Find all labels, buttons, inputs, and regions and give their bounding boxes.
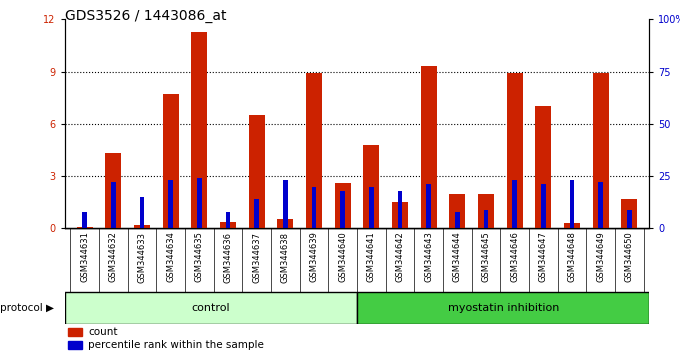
- Bar: [564, 223, 580, 228]
- Bar: [134, 225, 150, 228]
- Text: GSM344646: GSM344646: [510, 232, 519, 282]
- Bar: [254, 199, 259, 228]
- Text: GSM344631: GSM344631: [80, 232, 89, 282]
- Text: GSM344648: GSM344648: [568, 232, 577, 282]
- Text: GSM344632: GSM344632: [109, 232, 118, 282]
- Bar: [513, 180, 517, 228]
- Text: GSM344638: GSM344638: [281, 232, 290, 282]
- Bar: [363, 145, 379, 228]
- Text: GSM344633: GSM344633: [137, 232, 146, 282]
- Bar: [357, 292, 649, 324]
- Bar: [67, 341, 82, 349]
- Text: GSM344636: GSM344636: [224, 232, 233, 282]
- Bar: [65, 292, 357, 324]
- Bar: [111, 182, 116, 228]
- Bar: [455, 212, 460, 228]
- Text: GSM344649: GSM344649: [596, 232, 605, 282]
- Bar: [249, 115, 265, 228]
- Bar: [306, 73, 322, 228]
- Text: GSM344641: GSM344641: [367, 232, 376, 282]
- Text: GSM344643: GSM344643: [424, 232, 433, 282]
- Bar: [163, 94, 179, 228]
- Bar: [449, 194, 465, 228]
- Text: GSM344647: GSM344647: [539, 232, 548, 282]
- Text: control: control: [192, 303, 230, 313]
- Bar: [335, 183, 351, 228]
- Text: GSM344635: GSM344635: [195, 232, 204, 282]
- Text: GSM344650: GSM344650: [625, 232, 634, 282]
- Text: GSM344634: GSM344634: [166, 232, 175, 282]
- Bar: [507, 73, 522, 228]
- Bar: [398, 191, 402, 228]
- Bar: [192, 32, 207, 228]
- Bar: [392, 202, 408, 228]
- Bar: [622, 199, 637, 228]
- Bar: [226, 212, 231, 228]
- Text: myostatin inhibition: myostatin inhibition: [447, 303, 559, 313]
- Bar: [341, 191, 345, 228]
- Bar: [67, 327, 82, 336]
- Text: percentile rank within the sample: percentile rank within the sample: [88, 340, 264, 350]
- Bar: [369, 187, 373, 228]
- Text: GSM344637: GSM344637: [252, 232, 261, 282]
- Text: count: count: [88, 327, 118, 337]
- Bar: [483, 210, 488, 228]
- Bar: [220, 222, 236, 228]
- Bar: [82, 212, 87, 228]
- Bar: [197, 178, 201, 228]
- Bar: [598, 182, 603, 228]
- Bar: [541, 184, 545, 228]
- Text: GSM344644: GSM344644: [453, 232, 462, 282]
- Bar: [169, 180, 173, 228]
- Text: GSM344640: GSM344640: [338, 232, 347, 282]
- Bar: [312, 187, 316, 228]
- Bar: [478, 194, 494, 228]
- Text: GDS3526 / 1443086_at: GDS3526 / 1443086_at: [65, 9, 226, 23]
- Bar: [283, 180, 288, 228]
- Bar: [593, 73, 609, 228]
- Bar: [535, 107, 551, 228]
- Bar: [421, 67, 437, 228]
- Text: GSM344642: GSM344642: [396, 232, 405, 282]
- Bar: [426, 184, 431, 228]
- Bar: [627, 210, 632, 228]
- Text: GSM344645: GSM344645: [481, 232, 490, 282]
- Bar: [277, 219, 293, 228]
- Bar: [105, 154, 121, 228]
- Bar: [140, 197, 144, 228]
- Text: GSM344639: GSM344639: [309, 232, 318, 282]
- Bar: [570, 180, 574, 228]
- Text: protocol ▶: protocol ▶: [0, 303, 54, 313]
